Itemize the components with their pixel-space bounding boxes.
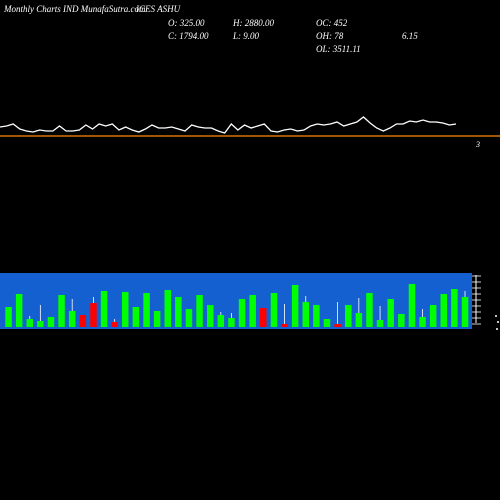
volume-bar <box>68 311 76 327</box>
axis-dot <box>495 315 497 317</box>
volume-bar <box>281 324 288 327</box>
volume-bar <box>366 293 373 327</box>
volume-bar <box>37 321 44 327</box>
volume-bar <box>5 307 12 327</box>
volume-bar <box>164 290 171 327</box>
volume-bar <box>100 291 108 327</box>
volume-bar <box>376 320 384 327</box>
volume-bar <box>440 294 447 327</box>
volume-bar <box>355 313 363 327</box>
volume-bar <box>90 303 97 327</box>
volume-bar <box>291 285 299 327</box>
volume-bar <box>79 315 87 327</box>
volume-bar <box>408 284 416 327</box>
axis-dot <box>497 321 499 323</box>
volume-bar <box>47 317 55 327</box>
ol-value: OL: 3511.11 <box>316 44 361 54</box>
volume-bar <box>461 297 469 327</box>
volume-bar <box>323 319 331 327</box>
volume-bar <box>451 289 458 327</box>
volume-bar <box>249 295 256 327</box>
volume-bar <box>58 295 65 327</box>
price-line <box>0 116 457 134</box>
volume-bar <box>185 309 193 327</box>
volume-bar <box>196 295 203 327</box>
symbol-label: ICES ASHU <box>136 4 181 14</box>
volume-bar <box>270 293 278 327</box>
volume-bar <box>122 292 129 327</box>
volume-bar <box>143 293 150 327</box>
high-value: H: 2880.00 <box>233 18 274 28</box>
oh-extra-value: 6.15 <box>402 31 418 41</box>
volume-bar <box>175 297 182 327</box>
volume-bar <box>217 315 225 327</box>
oh-value: OH: 78 <box>316 31 344 41</box>
volume-bar <box>26 319 33 327</box>
volume-bar <box>387 299 394 327</box>
volume-bar <box>313 305 320 327</box>
price-line-marker: 3 <box>475 140 480 149</box>
volume-bar <box>260 308 267 327</box>
volume-bar <box>15 294 23 327</box>
volume-bar <box>153 311 161 327</box>
volume-bar <box>398 314 405 327</box>
oc-value: OC: 452 <box>316 18 348 28</box>
chart-title: Monthly Charts IND MunafaSutra.com <box>4 4 146 14</box>
volume-bar <box>334 324 341 327</box>
volume-bar <box>302 302 309 327</box>
volume-bar <box>238 299 246 327</box>
volume-bar <box>345 305 352 327</box>
volume-bar <box>429 305 437 327</box>
volume-bar <box>207 305 214 327</box>
volume-bar <box>111 322 118 327</box>
low-value: L: 9.00 <box>233 31 260 41</box>
axis-dot <box>496 328 498 330</box>
open-value: O: 325.00 <box>168 18 205 28</box>
close-value: C: 1794.00 <box>168 31 209 41</box>
volume-bar <box>228 318 235 327</box>
volume-bar <box>419 317 426 327</box>
volume-bar <box>132 307 140 327</box>
